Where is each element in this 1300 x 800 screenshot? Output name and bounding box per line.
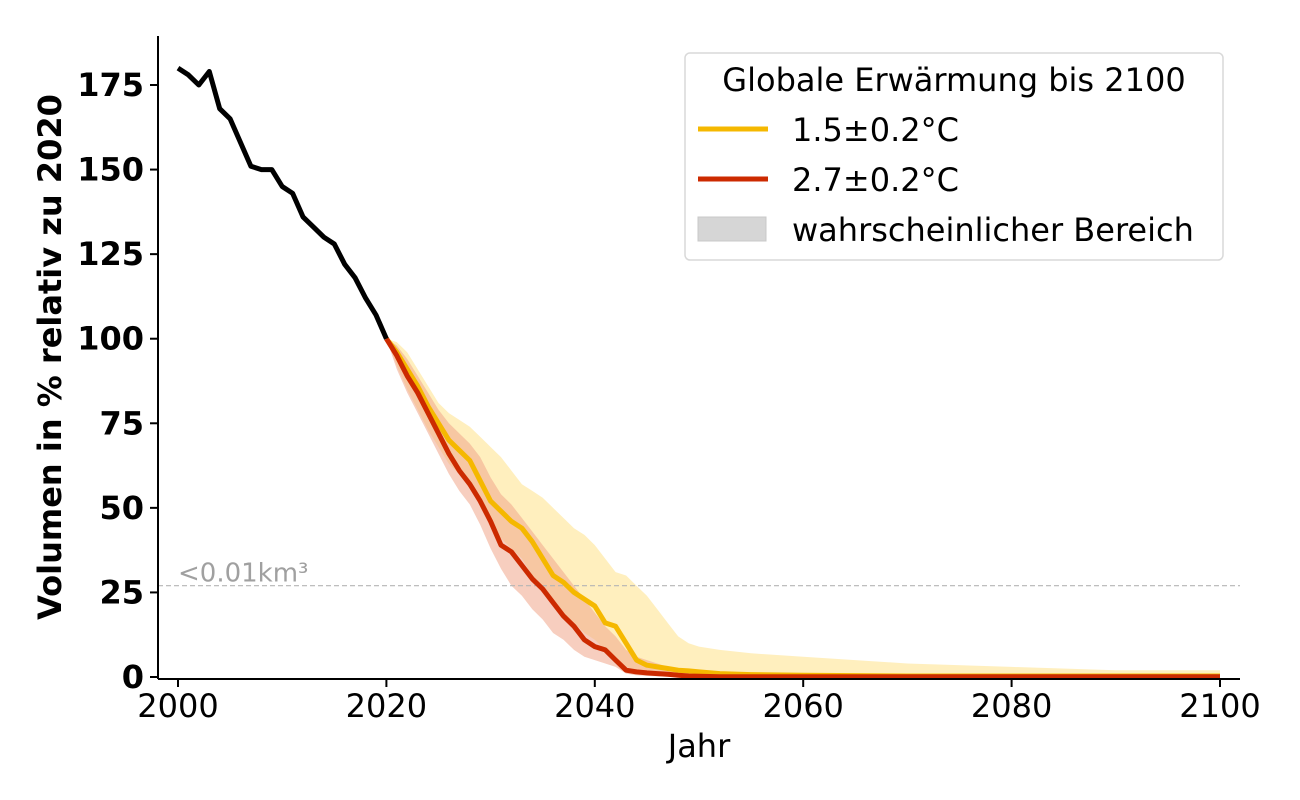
y-axis-label: Volumen in % relativ zu 2020 <box>31 94 69 620</box>
x-tick-label: 2080 <box>971 687 1052 725</box>
axes: 2000 2020 2040 2060 2080 2100 0 25 50 75 100 125 150… <box>31 36 1261 765</box>
x-tick-label: 2020 <box>346 687 427 725</box>
y-tick-label: 150 <box>77 151 144 189</box>
series-line-2-7 <box>384 337 1220 680</box>
x-tick-label: 2000 <box>137 687 218 725</box>
y-tick-label: 0 <box>122 658 144 696</box>
x-tick-label: 2060 <box>762 687 843 725</box>
reference-annotation: <0.01km³ <box>178 559 308 589</box>
legend-label-1-5: 1.5±0.2°C <box>792 111 959 149</box>
y-tick-label: 100 <box>77 320 144 358</box>
legend-box <box>684 52 1224 261</box>
legend-label-2-7: 2.7±0.2°C <box>792 161 959 199</box>
confidence-bands <box>386 338 1220 677</box>
legend-label-range: wahrscheinlicher Bereich <box>792 211 1194 249</box>
x-tick-label: 2040 <box>554 687 635 725</box>
legend-swatch-range <box>697 216 767 242</box>
legend: Globale Erwärmung bis 2100 1.5±0.2°C 2.7±0… <box>684 52 1224 261</box>
y-tick-label: 25 <box>99 573 144 611</box>
legend-title: Globale Erwärmung bis 2100 <box>722 61 1185 99</box>
y-tick-label: 50 <box>99 489 144 527</box>
band-1-5 <box>386 338 1220 677</box>
y-tick-label: 175 <box>77 66 144 104</box>
y-tick-label: 75 <box>99 404 144 442</box>
band-2-7 <box>386 338 1220 677</box>
y-tick-label: 125 <box>77 235 144 273</box>
observed-line <box>176 66 389 340</box>
x-axis-label: Jahr <box>666 727 731 765</box>
data-lines <box>176 66 1220 680</box>
reference-line-group: <0.01km³ <box>158 559 1240 589</box>
x-tick-label: 2100 <box>1179 687 1260 725</box>
